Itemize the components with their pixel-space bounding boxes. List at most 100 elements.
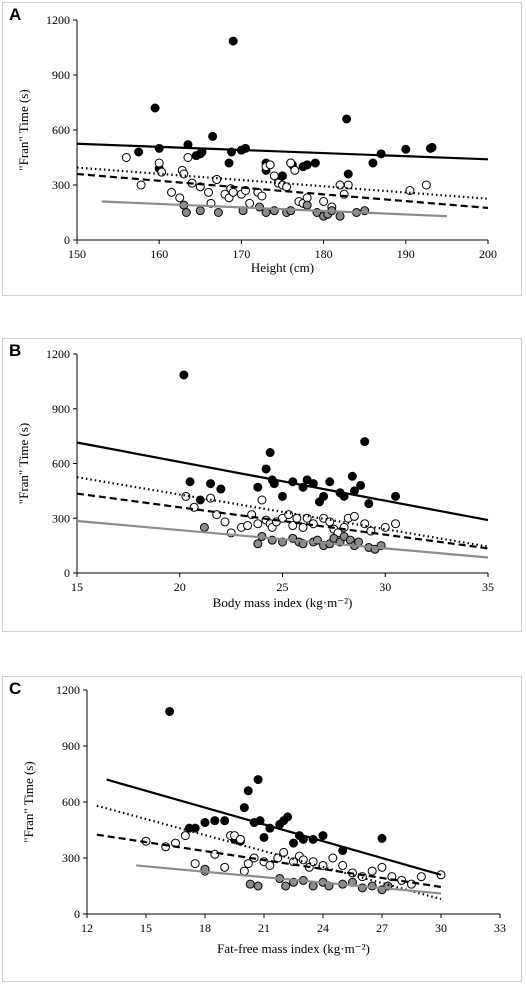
data-point-gray <box>308 881 318 891</box>
data-point-open <box>302 193 312 203</box>
data-point-black <box>391 491 401 501</box>
data-point-open <box>421 180 431 190</box>
y-tick-label: 600 <box>52 123 70 137</box>
data-point-gray <box>302 200 312 210</box>
data-point-black <box>210 816 220 826</box>
x-tick-label: 12 <box>81 921 93 935</box>
data-point-open <box>179 169 189 179</box>
x-tick-label: 24 <box>317 921 329 935</box>
trend-line-solid-black <box>76 441 489 522</box>
data-point-open <box>367 866 377 876</box>
data-point-black <box>325 477 335 487</box>
data-point-black <box>206 479 216 489</box>
data-point-open <box>265 860 275 870</box>
data-point-open <box>175 193 185 203</box>
trend-line-dashed-black <box>76 492 489 550</box>
x-tick-label: 21 <box>258 921 270 935</box>
y-tick-label: 0 <box>64 566 70 580</box>
data-point-open <box>167 187 177 197</box>
data-point-black <box>185 477 195 487</box>
data-point-gray <box>253 881 263 891</box>
data-point-black <box>427 142 437 152</box>
data-point-black <box>318 831 328 841</box>
data-point-black <box>179 370 189 380</box>
data-point-black <box>377 833 387 843</box>
data-point-open <box>253 519 263 529</box>
data-point-black <box>154 143 164 153</box>
panel-b: B 0 300 600 900 1200 15 20 25 30 35 Body mass inde… <box>2 338 522 632</box>
data-point-gray <box>335 211 345 221</box>
data-point-gray <box>281 881 291 891</box>
data-point-open <box>308 857 318 867</box>
trend-line-dotted-black <box>76 476 489 548</box>
y-tick-label: 1200 <box>46 13 70 27</box>
y-tick-label: 300 <box>52 511 70 525</box>
data-point-black <box>224 158 234 168</box>
data-point-black <box>253 482 263 492</box>
chart-b: 0 300 600 900 1200 15 20 25 30 35 Body mass index … <box>16 347 494 610</box>
data-point-black <box>165 706 175 716</box>
data-point-open <box>235 834 245 844</box>
trend-line-dashed-black <box>76 172 489 210</box>
data-point-black <box>368 158 378 168</box>
data-point-gray <box>253 539 263 549</box>
y-axis-label: "Fran" Time (s) <box>16 423 31 504</box>
trend-line-solid-black <box>76 142 489 161</box>
data-point-black <box>208 131 218 141</box>
data-point-open <box>325 517 335 527</box>
data-point-black <box>376 149 386 159</box>
y-tick-label: 1200 <box>46 347 70 361</box>
data-point-black <box>360 437 370 447</box>
data-point-gray <box>245 879 255 889</box>
y-tick-label: 0 <box>74 907 80 921</box>
x-axis-label: Fat-free mass index (kg·m⁻²) <box>217 941 370 956</box>
trend-line-solid-black <box>106 778 442 876</box>
data-point-open <box>212 175 222 184</box>
trend-line-solid-gray <box>136 864 442 895</box>
y-tick-label: 900 <box>62 739 80 753</box>
x-tick-label: 20 <box>174 580 186 594</box>
data-point-open <box>290 165 300 175</box>
trend-line-dotted-black <box>96 804 442 901</box>
x-axis-label: Body mass index (kg·m⁻²) <box>213 595 353 610</box>
data-point-open <box>257 191 267 201</box>
y-tick-label: 600 <box>52 457 70 471</box>
y-tick-label: 1200 <box>56 683 80 697</box>
data-point-open <box>154 158 164 168</box>
x-tick-label: 18 <box>199 921 211 935</box>
data-point-open <box>243 521 253 531</box>
data-point-black <box>310 158 320 168</box>
data-point-open <box>180 831 190 841</box>
data-point-black <box>134 147 144 157</box>
x-tick-label: 15 <box>140 921 152 935</box>
data-point-open <box>243 859 253 869</box>
panel-letter-b: B <box>9 341 22 360</box>
data-point-open <box>220 517 230 527</box>
trend-line-dashed-black <box>96 833 442 889</box>
data-point-black <box>220 816 230 826</box>
x-tick-label: 33 <box>494 921 506 935</box>
x-tick-label: 27 <box>376 921 388 935</box>
panel-a: A 0 300 600 900 1200 150 160 170 180 190 200 Height… <box>2 2 522 296</box>
data-point-open <box>377 862 387 872</box>
x-tick-label: 170 <box>232 247 250 261</box>
data-point-open <box>257 495 267 505</box>
trend-line-solid-gray <box>101 200 447 218</box>
chart-a: 0 300 600 900 1200 150 160 170 180 190 200 Height (… <box>16 13 497 275</box>
data-point-black <box>364 499 374 509</box>
y-axis-label: "Fran" Time (s) <box>21 761 36 842</box>
data-point-black <box>278 171 287 181</box>
data-point-black <box>239 803 249 813</box>
x-tick-label: 15 <box>71 580 83 594</box>
y-tick-label: 300 <box>62 851 80 865</box>
data-point-black <box>259 832 269 842</box>
data-point-gray <box>195 206 205 216</box>
panel-letter-c: C <box>9 679 22 698</box>
data-point-open <box>416 872 426 882</box>
chart-c: 0 300 600 900 1200 12 15 18 21 24 27 30 33 Fat-free m… <box>21 683 506 956</box>
y-tick-label: 0 <box>64 233 70 247</box>
data-point-open <box>269 171 279 181</box>
data-point-open <box>239 866 249 876</box>
trend-line-solid-gray <box>76 519 489 559</box>
data-point-black <box>216 484 226 494</box>
